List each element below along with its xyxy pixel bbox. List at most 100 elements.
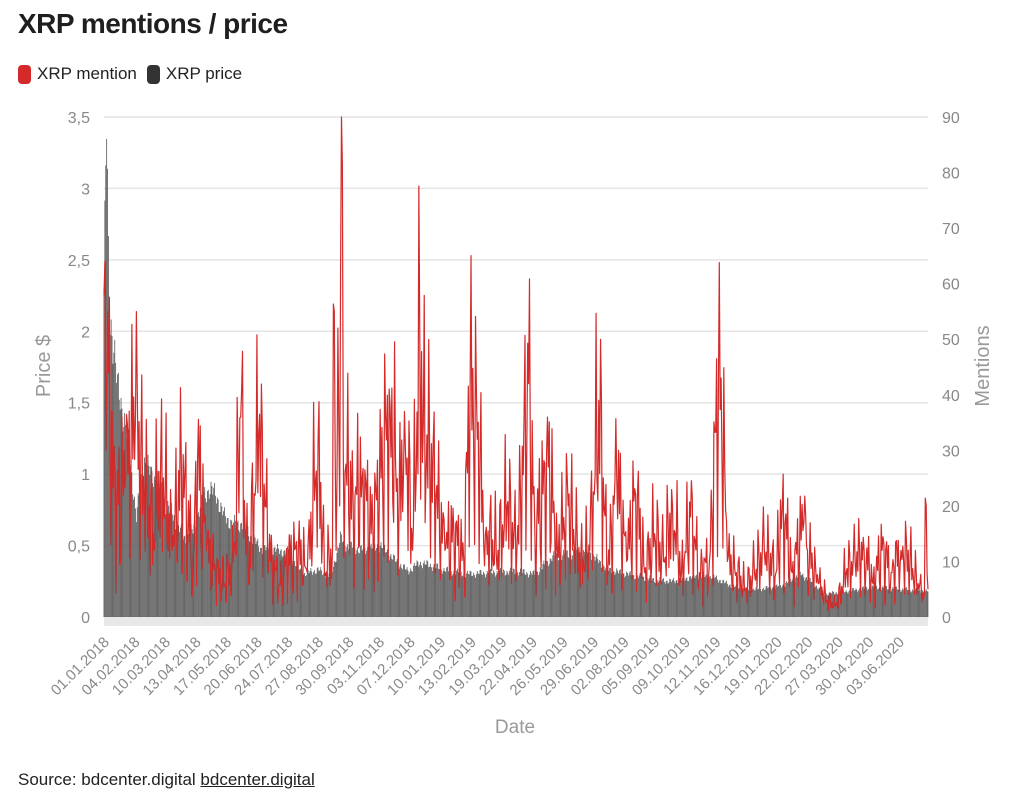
price-bar <box>378 552 380 617</box>
price-bar <box>685 578 687 617</box>
price-bar <box>686 577 688 617</box>
price-bar <box>457 568 458 617</box>
price-bar <box>289 554 291 617</box>
price-bar <box>905 587 906 617</box>
price-bar <box>128 452 130 617</box>
price-bar <box>312 574 314 617</box>
price-bar <box>780 584 781 617</box>
price-bar <box>259 551 260 617</box>
price-bar <box>726 583 728 617</box>
price-bar <box>256 541 258 617</box>
price-bar <box>750 590 752 617</box>
price-bar <box>332 566 334 617</box>
price-bar <box>554 555 556 617</box>
price-bar <box>467 573 469 617</box>
price-bar <box>233 514 235 617</box>
price-bar <box>424 564 426 617</box>
price-bar <box>742 588 744 617</box>
price-bar <box>655 579 657 617</box>
price-bar <box>410 568 412 617</box>
price-bar <box>326 574 328 617</box>
price-bar <box>103 288 105 617</box>
price-bar <box>121 408 123 617</box>
price-bar <box>902 588 904 617</box>
price-bar <box>616 568 618 617</box>
price-bar <box>689 576 690 617</box>
price-bar <box>903 589 905 617</box>
price-bar <box>851 591 852 617</box>
price-bar <box>557 560 559 617</box>
price-bar <box>297 564 299 617</box>
price-bar <box>337 546 339 617</box>
price-bar <box>237 520 239 617</box>
price-bar <box>780 587 782 617</box>
price-bar <box>548 564 550 617</box>
price-bar <box>922 590 923 617</box>
price-bar <box>347 544 349 617</box>
price-bar <box>400 563 402 617</box>
price-bar <box>839 590 841 617</box>
y-tick-label-right: 80 <box>942 166 960 183</box>
price-bar <box>497 572 499 617</box>
price-bar <box>883 587 885 617</box>
price-bar <box>125 424 126 617</box>
price-bar <box>638 575 640 617</box>
price-bar <box>158 479 160 617</box>
price-bar <box>564 553 565 617</box>
chart-title: XRP mentions / price <box>18 8 288 39</box>
price-bar <box>236 522 238 617</box>
price-bar <box>803 577 805 617</box>
price-bar <box>408 574 410 617</box>
price-bar <box>132 494 134 617</box>
price-bar <box>757 589 759 617</box>
price-bar <box>498 574 500 617</box>
legend-item-mention[interactable]: XRP mention <box>18 64 137 84</box>
legend-label-mention: XRP mention <box>37 64 137 83</box>
price-bar <box>734 587 735 617</box>
price-bar <box>848 591 850 617</box>
price-bar <box>122 431 124 617</box>
price-bar <box>113 352 115 617</box>
price-bar <box>639 572 641 617</box>
price-bar <box>790 581 792 617</box>
price-bar <box>427 561 429 617</box>
price-bar <box>699 574 701 617</box>
price-bar <box>885 585 887 617</box>
price-bar <box>695 575 697 617</box>
price-bar <box>341 534 342 617</box>
price-bar <box>339 543 341 617</box>
price-bar <box>569 553 571 617</box>
price-bar <box>641 578 643 617</box>
price-bar <box>366 550 368 617</box>
source-link[interactable]: bdcenter.digital <box>200 770 315 789</box>
price-bar <box>168 505 170 617</box>
price-bar <box>654 583 656 617</box>
price-bar <box>583 551 585 617</box>
price-bar <box>172 520 174 617</box>
price-bar <box>372 547 374 617</box>
price-bar <box>821 591 823 617</box>
price-bar <box>230 519 232 617</box>
price-bar <box>533 570 535 617</box>
price-bar <box>614 574 616 617</box>
price-bar <box>887 589 888 617</box>
legend-item-price[interactable]: XRP price <box>146 64 242 84</box>
price-bar <box>867 590 869 617</box>
price-bar <box>364 547 366 617</box>
price-bar <box>380 542 382 617</box>
price-bar <box>633 575 635 617</box>
price-bar <box>439 569 440 617</box>
price-bar <box>642 576 644 617</box>
price-bar <box>727 586 729 617</box>
price-bar <box>876 586 878 617</box>
price-bar <box>807 580 808 617</box>
price-bar <box>690 576 691 617</box>
price-bar <box>562 555 564 617</box>
price-bar <box>520 568 521 617</box>
price-bar <box>656 579 658 617</box>
price-bar <box>860 590 862 617</box>
price-bar <box>886 586 887 617</box>
price-bar <box>135 508 136 617</box>
price-bar <box>529 574 530 617</box>
price-bar <box>880 590 882 617</box>
